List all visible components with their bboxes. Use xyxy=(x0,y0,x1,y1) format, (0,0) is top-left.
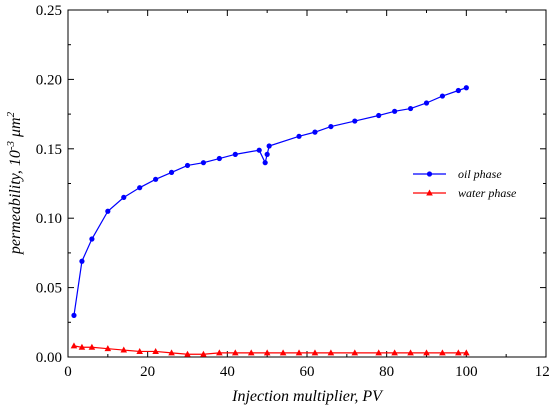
y-tick-label: 0.10 xyxy=(36,211,62,227)
water-phase-point xyxy=(136,347,143,354)
water-phase-point xyxy=(407,349,414,356)
water-phase-point xyxy=(168,349,175,356)
x-tick-label: 120 xyxy=(535,364,550,380)
water-phase-point xyxy=(152,347,159,354)
legend-water-marker xyxy=(426,189,433,196)
oil-phase-point xyxy=(296,133,302,139)
water-phase-point xyxy=(247,349,255,356)
water-phase-point xyxy=(375,349,382,356)
oil-phase-point xyxy=(89,236,95,242)
oil-phase-point xyxy=(71,312,77,318)
water-phase-point xyxy=(70,342,78,349)
water-phase-point xyxy=(423,349,430,356)
y-axis-title-unit: μm xyxy=(7,117,24,141)
oil-phase-point xyxy=(352,118,358,124)
oil-phase-point xyxy=(137,185,143,191)
water-phase-line xyxy=(73,345,467,355)
oil-phase-point xyxy=(79,258,85,264)
y-axis-title-exponent: -3 xyxy=(5,140,17,150)
water-phase-point xyxy=(216,349,223,356)
oil-phase-point xyxy=(216,155,222,162)
oil-phase-point xyxy=(168,169,175,175)
oil-phase-point xyxy=(153,176,159,182)
oil-phase-point xyxy=(328,123,334,130)
water-phase-point xyxy=(351,349,359,356)
water-phase-point xyxy=(184,350,191,357)
water-phase-series xyxy=(70,342,470,357)
water-phase-point xyxy=(391,349,398,356)
y-tick-label: 0.25 xyxy=(36,3,62,19)
water-phase-point xyxy=(78,343,86,350)
x-tick-label: 40 xyxy=(220,364,235,380)
oil-phase-point xyxy=(407,105,414,112)
x-tick-label: 20 xyxy=(140,364,155,380)
water-phase-point xyxy=(200,350,207,357)
oil-phase-point xyxy=(184,162,191,169)
y-tick-label: 0.00 xyxy=(36,350,62,366)
water-phase-point xyxy=(439,349,446,356)
x-tick-labels: 0 20 40 60 80 100 120 xyxy=(64,364,550,380)
legend-oil-label: oil phase xyxy=(458,167,502,181)
oil-phase-point xyxy=(392,108,398,114)
y-tick-label: 0.05 xyxy=(36,281,62,297)
water-phase-point xyxy=(104,345,112,352)
water-phase-point xyxy=(463,349,470,356)
water-phase-point xyxy=(263,349,271,356)
oil-phase-point xyxy=(376,112,382,119)
oil-phase-point xyxy=(266,143,272,149)
oil-phase-point xyxy=(256,147,262,153)
x-tick-label: 80 xyxy=(379,364,394,380)
oil-phase-point xyxy=(264,151,270,157)
y-axis-title-unit-exponent: 2 xyxy=(5,111,17,117)
y-tick-labels: 0.00 0.05 0.10 0.15 0.20 0.25 xyxy=(36,3,62,366)
water-phase-point xyxy=(327,349,335,356)
x-axis-title: Injection multiplier, PV xyxy=(231,388,384,405)
legend: oil phase water phase xyxy=(413,167,517,200)
oil-phase-point xyxy=(262,160,268,166)
water-phase-point xyxy=(455,349,462,356)
oil-phase-point xyxy=(455,87,461,94)
oil-phase-point xyxy=(312,129,318,135)
y-axis-title: permeability, 10-3 μm2 xyxy=(5,111,24,255)
oil-phase-point xyxy=(423,100,430,106)
x-tick-label: 0 xyxy=(64,364,72,380)
x-tick-label: 100 xyxy=(455,364,478,380)
oil-phase-point xyxy=(232,151,238,157)
oil-phase-point xyxy=(121,194,127,200)
legend-oil-marker xyxy=(426,171,433,177)
water-phase-point xyxy=(279,349,287,356)
oil-phase-point xyxy=(200,160,207,166)
water-phase-point xyxy=(311,349,319,356)
y-tick-label: 0.20 xyxy=(36,72,62,88)
water-phase-point xyxy=(88,343,96,350)
water-phase-point xyxy=(120,346,128,353)
y-tick-label: 0.15 xyxy=(36,142,62,158)
oil-phase-series xyxy=(71,85,469,318)
x-tick-label: 60 xyxy=(300,364,315,380)
data-series xyxy=(70,85,470,357)
oil-phase-point xyxy=(439,93,446,99)
oil-phase-point xyxy=(463,85,469,91)
y-axis-title-main: permeability, 10 xyxy=(7,150,24,255)
oil-phase-point xyxy=(105,208,111,214)
legend-water-label: water phase xyxy=(458,186,517,200)
water-phase-point xyxy=(232,349,239,356)
water-phase-point xyxy=(295,349,303,356)
